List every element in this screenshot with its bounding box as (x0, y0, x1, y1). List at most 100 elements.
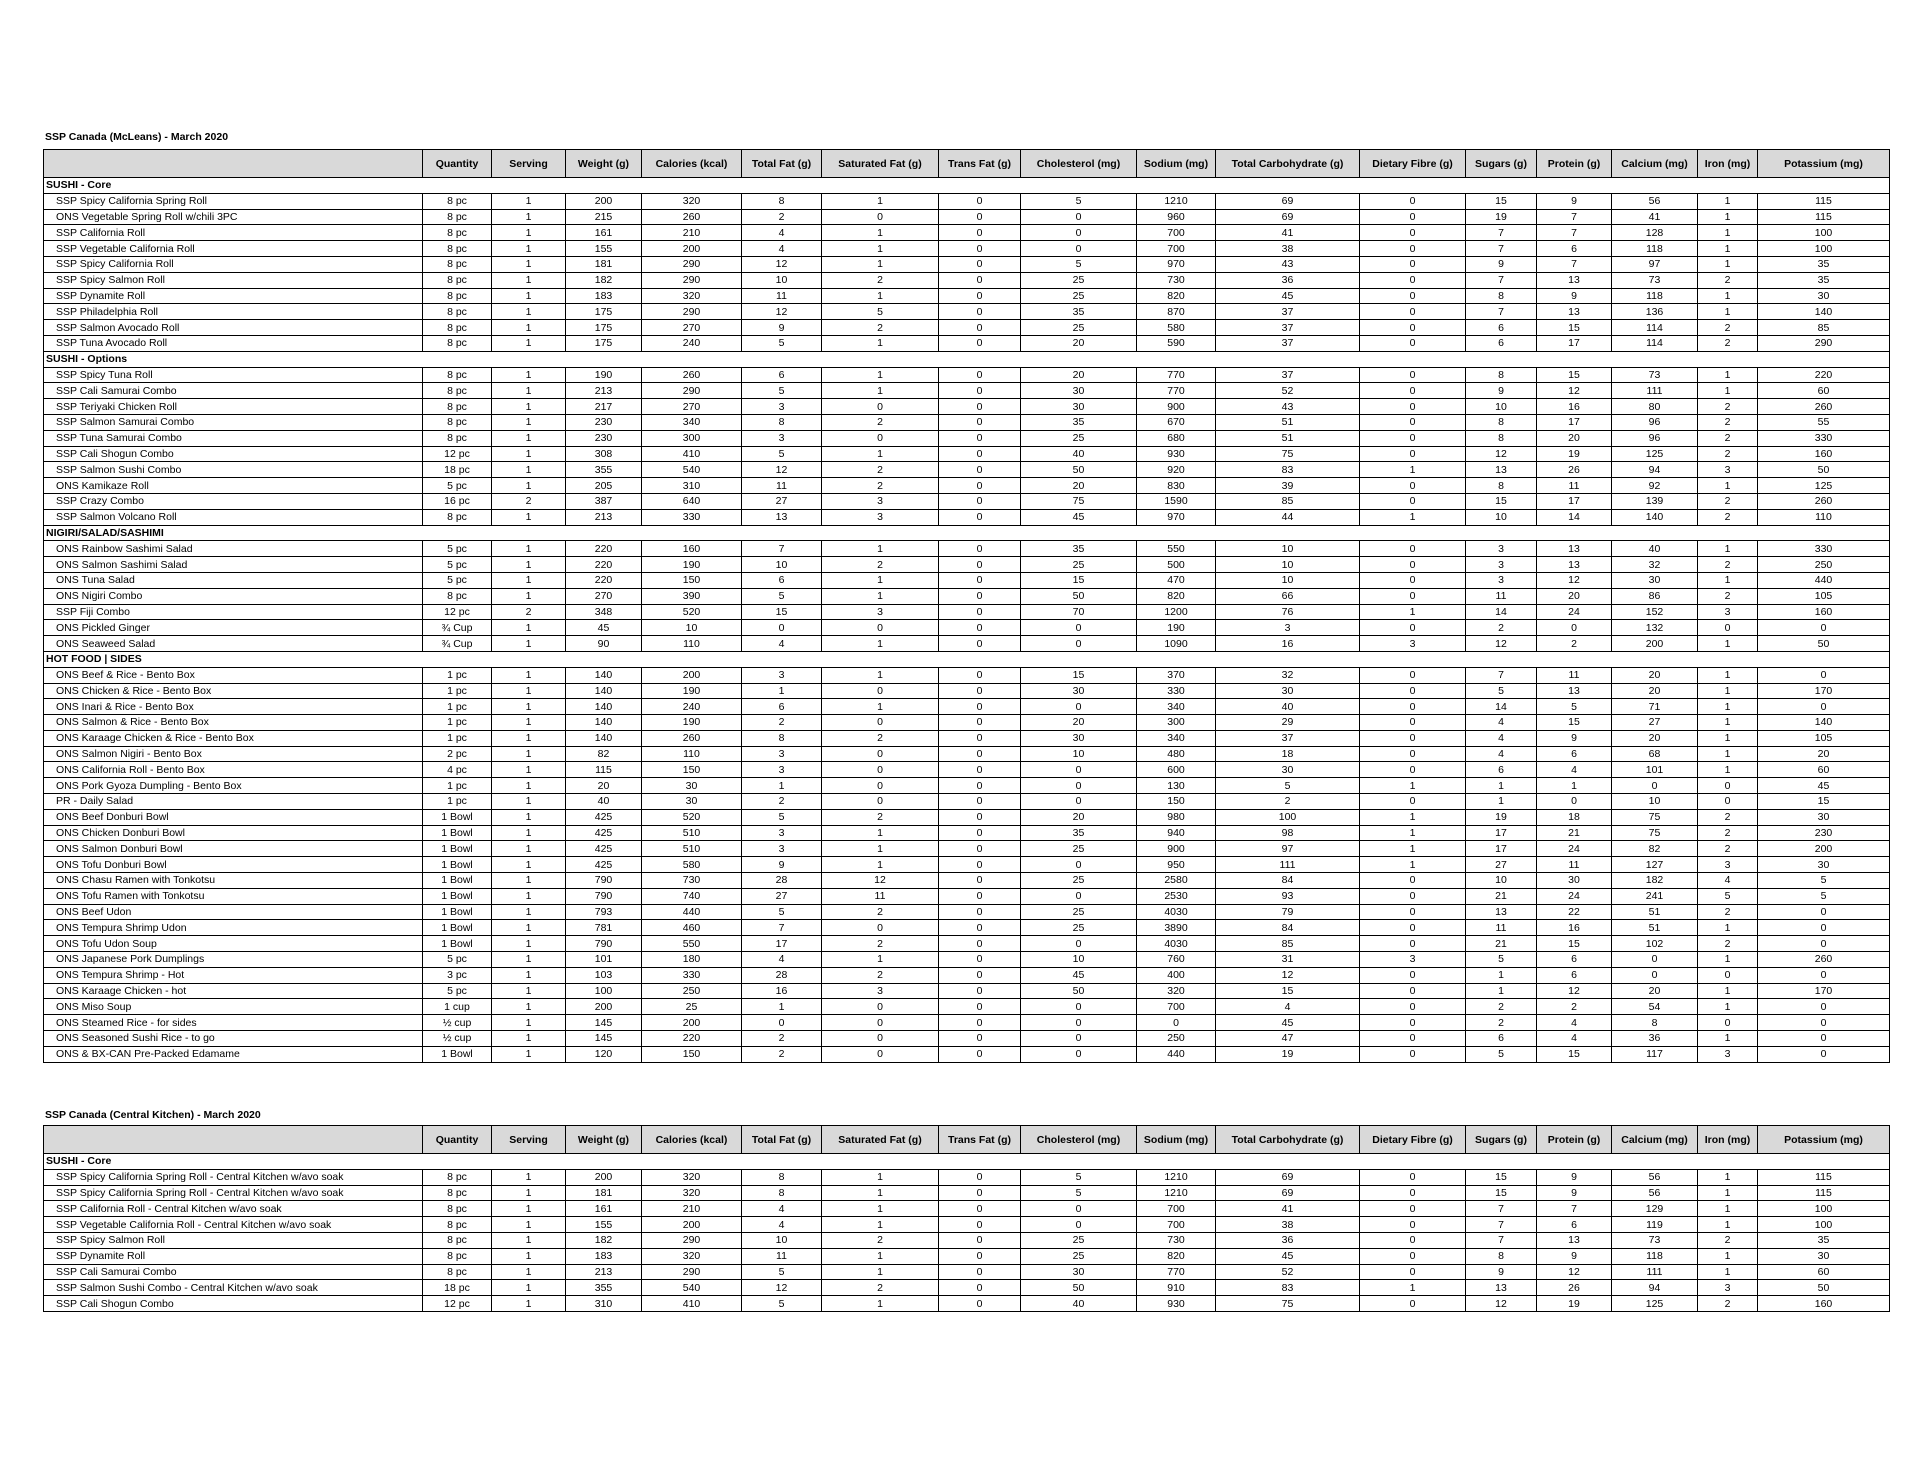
cell-value: 9 (1536, 1168, 1612, 1186)
item-name: SSP Spicy Tuna Roll (43, 366, 423, 384)
cell-value: 140 (565, 714, 642, 731)
cell-value: 25 (1020, 919, 1137, 937)
cell-value: 2 (1465, 1014, 1537, 1032)
cell-value: 110 (641, 635, 742, 652)
cell-value: 0 (938, 508, 1021, 526)
cell-value: 17 (1536, 413, 1612, 431)
cell-value: 210 (641, 1200, 742, 1218)
cell-value: 1 (491, 714, 566, 731)
cell-value: 132 (1611, 619, 1698, 637)
item-name: SSP Philadelphia Roll (43, 303, 423, 321)
cell-value: 28 (741, 872, 822, 889)
cell-value: 2 (821, 1279, 939, 1297)
cell-value: 260 (641, 208, 742, 226)
cell-value: 5 (1536, 698, 1612, 716)
cell-value: 130 (1136, 777, 1216, 795)
cell-value: 2 (821, 808, 939, 826)
cell-value: 37 (1215, 334, 1360, 352)
column-header: Cholesterol (mg) (1020, 1125, 1137, 1154)
group-row: NIGIRI/SALAD/SASHIMI (43, 524, 1890, 542)
cell-value: 1 (821, 1263, 939, 1281)
cell-value: 3 (741, 398, 822, 415)
cell-value: 1 (1697, 366, 1758, 384)
table-row: SSP Vegetable California Roll 8 pc 1 155 200… (43, 240, 1890, 257)
cell-value: 0 (938, 398, 1021, 415)
cell-value: 36 (1215, 1231, 1360, 1249)
table-row: SSP Dynamite Roll 8 pc 1 183 320 11 1 0 25 820 45 0… (43, 287, 1890, 305)
cell-value: 0 (1359, 919, 1466, 937)
table-row: SSP Teriyaki Chicken Roll 8 pc 1 217 270 3 0 0 3… (43, 398, 1890, 415)
cell-value: 11 (1465, 919, 1537, 937)
cell-value: 1 (1697, 745, 1758, 763)
table-row: SSP Spicy Tuna Roll 8 pc 1 190 260 6 1 0 20 770 37… (43, 366, 1890, 384)
cell-value: 0 (821, 745, 939, 763)
cell-value: 0 (821, 619, 939, 637)
cell-value: 103 (565, 966, 642, 984)
cell-value: 4 (741, 240, 822, 257)
column-header: Total Fat (g) (741, 149, 822, 178)
cell-value: 50 (1757, 461, 1890, 479)
cell-value: 950 (1136, 856, 1216, 874)
cell-value: 0 (938, 824, 1021, 842)
cell-value: 1 (1697, 1168, 1758, 1186)
cell-value: 0 (1757, 935, 1890, 953)
cell-value: 0 (938, 903, 1021, 921)
cell-value: 1 (1697, 224, 1758, 242)
item-name: ONS Nigiri Combo (43, 587, 423, 605)
column-header: Weight (g) (565, 1125, 642, 1154)
cell-value: 19 (1465, 808, 1537, 826)
table-row: ONS Seaweed Salad ¾ Cup 1 90 110 4 1 0 0 1090 16 3 1… (43, 635, 1890, 652)
cell-value: 96 (1611, 429, 1698, 447)
cell-value: 1 (821, 334, 939, 352)
cell-value: 25 (1020, 1247, 1137, 1265)
cell-value: 0 (938, 319, 1021, 336)
cell-value: 2 (1697, 429, 1758, 447)
cell-value: 0 (1020, 887, 1137, 905)
group-row: SUSHI - Core (43, 177, 1890, 194)
cell-value: 0 (1359, 1045, 1466, 1063)
cell-value: 10 (1215, 571, 1360, 589)
cell-value: 5 (1020, 1184, 1137, 1202)
cell-value: 1210 (1136, 192, 1216, 210)
cell-value: 100 (1757, 224, 1890, 242)
column-header: Weight (g) (565, 149, 642, 178)
cell-value: 340 (1136, 729, 1216, 747)
cell-value: 1 (821, 571, 939, 589)
cell-value: 12 (1465, 1295, 1537, 1312)
cell-value: 0 (1359, 192, 1466, 210)
cell-value: 140 (1757, 714, 1890, 731)
cell-value: 140 (1611, 508, 1698, 526)
cell-value: 22 (1536, 903, 1612, 921)
cell-value: 5 (1020, 255, 1137, 273)
cell-value: 13 (1536, 1231, 1612, 1249)
cell-value: 1 (821, 240, 939, 257)
cell-value: 82 (1611, 840, 1698, 858)
cell-value: 17 (1536, 492, 1612, 510)
cell-value: 700 (1136, 1216, 1216, 1233)
cell-value: 2 (1465, 998, 1537, 1016)
cell-value: 30 (1611, 571, 1698, 589)
cell-value: 55 (1757, 413, 1890, 431)
cell-value: 45 (1757, 777, 1890, 795)
cell-value: 4030 (1136, 903, 1216, 921)
cell-value: 3 (1465, 556, 1537, 573)
cell-value: 0 (1359, 224, 1466, 242)
cell-value: 50 (1020, 1279, 1137, 1297)
cell-value: 37 (1215, 729, 1360, 747)
cell-value: 1 (491, 319, 566, 336)
cell-value: 7 (1465, 271, 1537, 289)
cell-value: 2 (1697, 445, 1758, 463)
cell-value: 2 (1697, 508, 1758, 526)
cell-value: 16 (1215, 635, 1360, 652)
cell-value: 6 (1536, 240, 1612, 257)
cell-value: 20 (1611, 982, 1698, 1000)
cell-value: 15 (1465, 492, 1537, 510)
cell-value: 12 (1215, 966, 1360, 984)
cell-value: 0 (821, 793, 939, 810)
cell-value: 0 (1359, 887, 1466, 905)
cell-value: 40 (1020, 1295, 1137, 1312)
cell-value: 0 (1359, 271, 1466, 289)
cell-value: 290 (641, 271, 742, 289)
cell-value: 1 (491, 303, 566, 321)
cell-value: 1 (1697, 666, 1758, 684)
